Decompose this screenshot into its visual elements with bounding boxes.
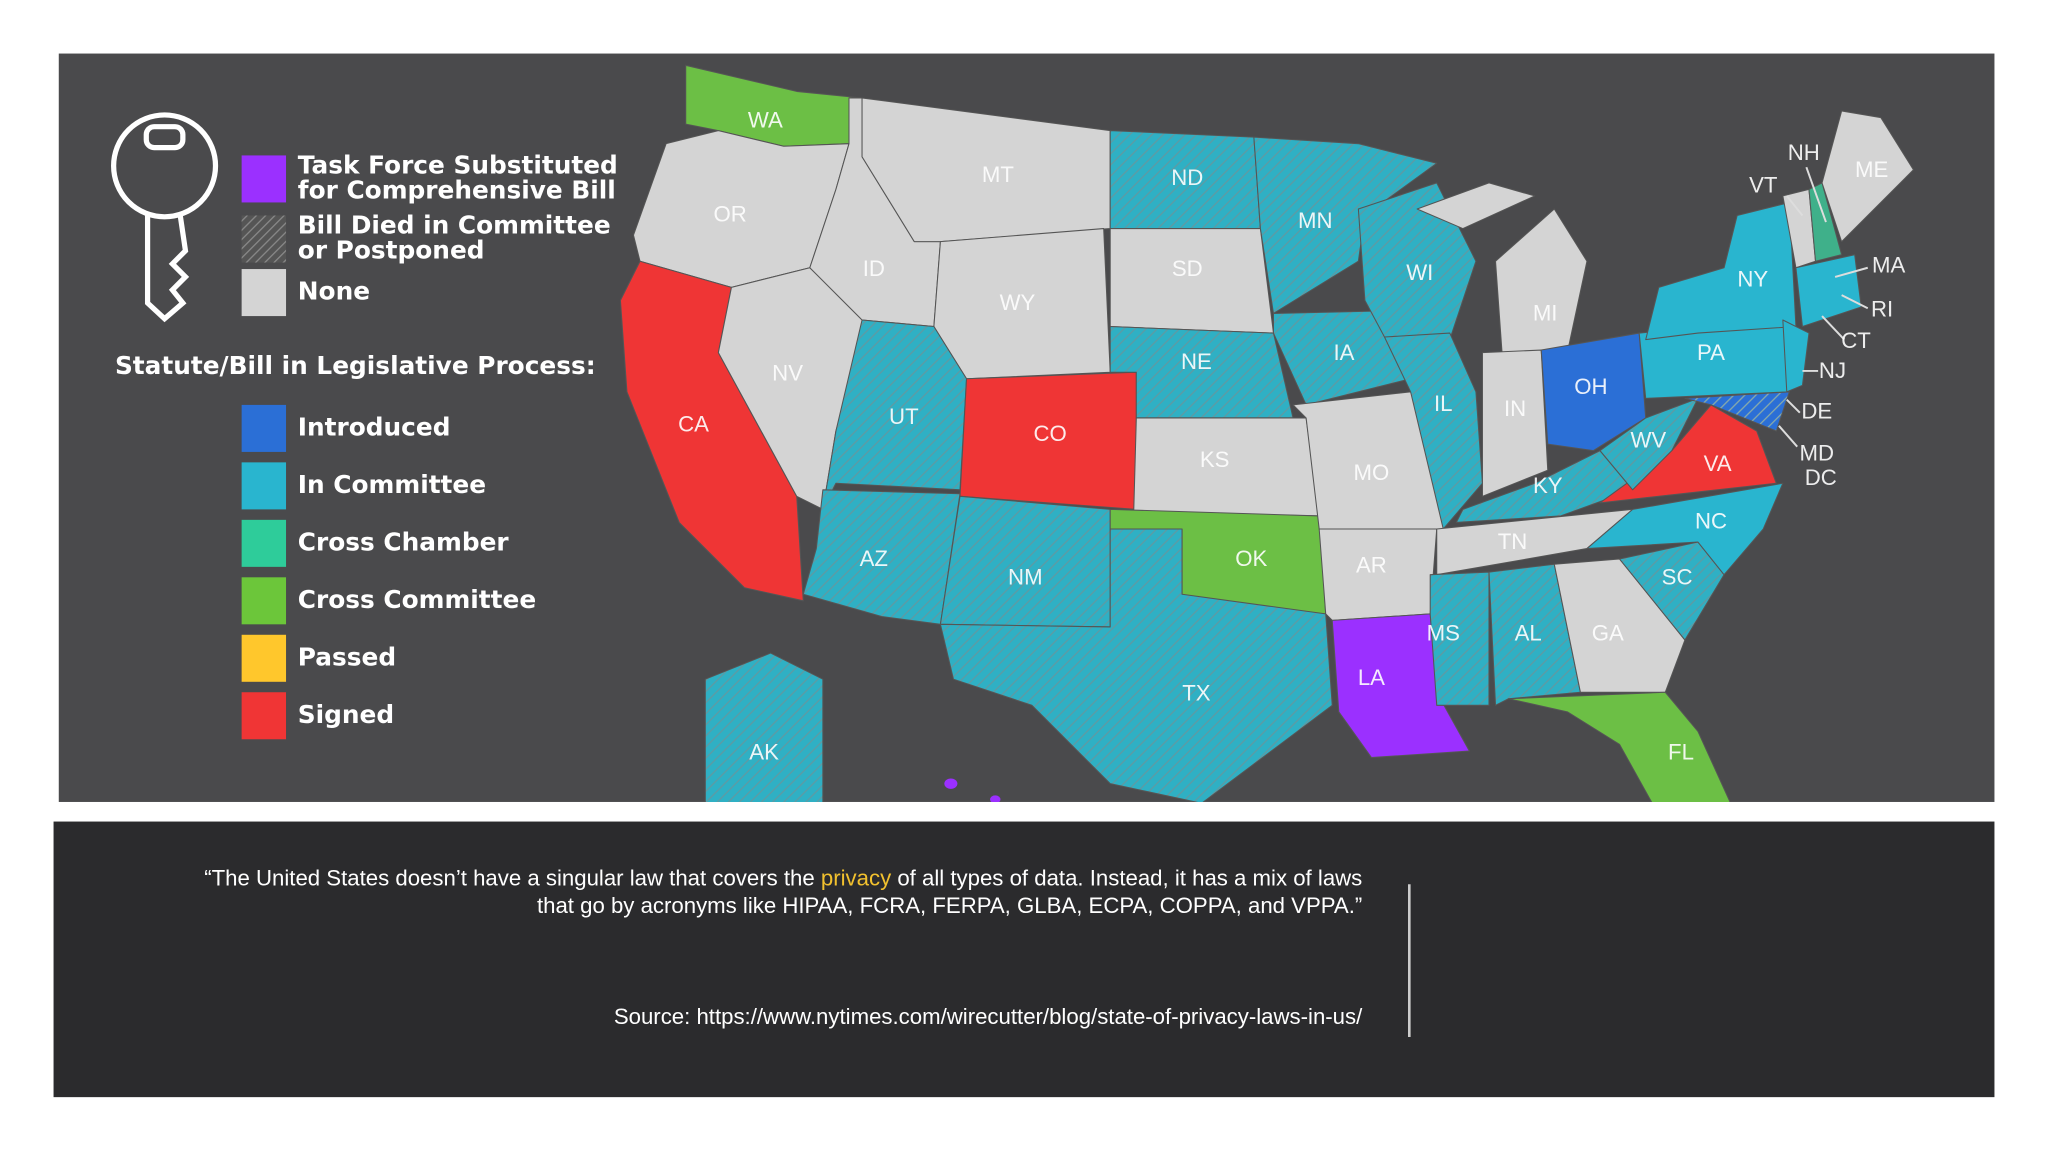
state-label: WI xyxy=(1406,260,1433,285)
legend-swatch xyxy=(241,155,287,203)
state-label: SC xyxy=(1662,564,1693,589)
legend-label: In Committee xyxy=(298,470,486,499)
state-label: TN xyxy=(1498,529,1528,554)
legend-heading: Statute/Bill in Legislative Process: xyxy=(115,351,596,380)
state-label: IN xyxy=(1504,396,1526,421)
state-label: NJ xyxy=(1819,358,1846,383)
state-label: NC xyxy=(1695,508,1727,533)
state-label: NV xyxy=(772,361,803,386)
state-label: MN xyxy=(1298,208,1333,233)
legend-label: for Comprehensive Bill xyxy=(298,175,616,204)
state-label: WV xyxy=(1630,427,1666,452)
source: Source: https://www.nytimes.com/wirecutt… xyxy=(614,1004,1363,1029)
state-label: AK xyxy=(749,739,779,764)
state-label: CO xyxy=(1033,421,1066,446)
state-label: DC xyxy=(1805,465,1837,490)
state-label: ID xyxy=(863,256,885,281)
quote-line-2: that go by acronyms like HIPAA, FCRA, FE… xyxy=(537,893,1362,918)
state-label: WA xyxy=(748,107,783,132)
quote-highlight: privacy xyxy=(821,866,892,891)
state-label: VT xyxy=(1749,173,1778,198)
state-label: AL xyxy=(1515,621,1542,646)
state-label: LA xyxy=(1358,665,1385,690)
state-label: WY xyxy=(1000,290,1036,315)
legend-swatch xyxy=(241,634,287,682)
legend-label: Cross Committee xyxy=(298,585,536,614)
state-label: NY xyxy=(1737,267,1768,292)
state-label: MD xyxy=(1800,440,1835,465)
quote-text: of all types of data. Instead, it has a … xyxy=(891,866,1362,891)
state-label: KS xyxy=(1200,447,1230,472)
legend-label: Cross Chamber xyxy=(298,527,510,556)
state-label: MS xyxy=(1427,621,1460,646)
state-label: DE xyxy=(1801,399,1832,424)
legend-swatch xyxy=(241,462,287,510)
legend-label: None xyxy=(298,277,370,306)
state-label: MT xyxy=(982,162,1014,187)
state-label: TX xyxy=(1182,681,1211,706)
quote-text: “The United States doesn’t have a singul… xyxy=(204,866,821,891)
legend-label: Introduced xyxy=(298,412,451,441)
state-label: MA xyxy=(1872,252,1905,277)
legend-swatch xyxy=(241,692,287,740)
state-label: OR xyxy=(713,201,746,226)
state-label: RI xyxy=(1871,297,1893,322)
state-label: MO xyxy=(1354,460,1390,485)
state-label: OH xyxy=(1574,374,1607,399)
state-label: IL xyxy=(1434,391,1453,416)
legend-label: or Postponed xyxy=(298,235,485,264)
quote-line-1: “The United States doesn’t have a singul… xyxy=(204,866,1362,891)
state-label: MI xyxy=(1533,301,1558,326)
state-label: AR xyxy=(1356,553,1387,578)
us-map: WA OR CA NV ID MT WY UT AZ CO NM ND SD NE KS OK TX MN IA MO… xyxy=(619,64,1914,802)
key-icon xyxy=(111,112,219,323)
legend-swatch xyxy=(241,215,287,263)
legend-label: Signed xyxy=(298,700,394,729)
state-label: AZ xyxy=(860,546,888,571)
legend-label: Task Force Substituted xyxy=(298,151,618,180)
state-label: SD xyxy=(1172,256,1203,281)
state-label: FL xyxy=(1668,739,1694,764)
legend-swatch xyxy=(241,404,287,452)
state-label: IA xyxy=(1334,340,1355,365)
state-label: NH xyxy=(1788,140,1820,165)
legend-label: Passed xyxy=(298,642,396,671)
state-label: ND xyxy=(1171,165,1203,190)
legend-label: Bill Died in Committee xyxy=(298,211,611,240)
state-label: CT xyxy=(1841,328,1871,353)
state-label: ME xyxy=(1855,157,1888,182)
state-label: KY xyxy=(1533,473,1563,498)
state-label: UT xyxy=(889,404,919,429)
state-label: CA xyxy=(678,412,709,437)
state-label: GA xyxy=(1592,621,1624,646)
caption-panel xyxy=(53,821,1995,1098)
state-label: NM xyxy=(1008,564,1043,589)
state-label: PA xyxy=(1697,340,1725,365)
state-label: VA xyxy=(1704,451,1732,476)
state-label: OK xyxy=(1235,546,1267,571)
state-label: NE xyxy=(1181,349,1212,374)
legend-swatch xyxy=(241,577,287,625)
legend-swatch xyxy=(241,519,287,567)
legend-swatch xyxy=(241,269,287,317)
